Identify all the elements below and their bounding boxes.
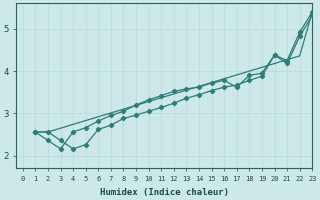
X-axis label: Humidex (Indice chaleur): Humidex (Indice chaleur) xyxy=(100,188,229,197)
